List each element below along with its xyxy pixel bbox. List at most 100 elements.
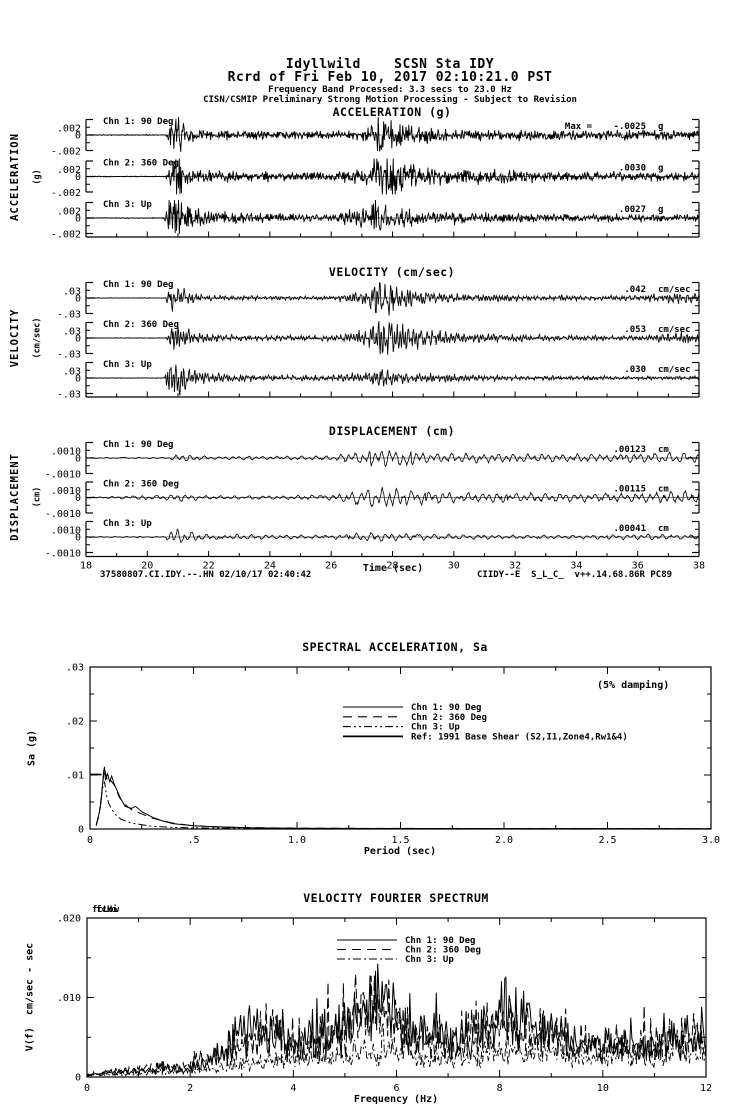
scale-label-zero: 0 xyxy=(75,214,81,225)
max-value: .030 xyxy=(624,365,646,375)
scale-label-top: .002 xyxy=(57,207,81,218)
sa-curve-1 xyxy=(95,768,712,830)
max-unit: cm xyxy=(658,524,669,534)
scale-label-zero: 0 xyxy=(75,374,81,385)
scale-label-zero: 0 xyxy=(75,172,81,183)
sa-xtick-label: 1.0 xyxy=(288,835,306,846)
legend-entry-sa: Chn 3: Up xyxy=(411,723,460,733)
channel-label: Chn 3: Up xyxy=(103,360,152,370)
scale-label-top: .0010 xyxy=(51,486,81,497)
scale-label-zero: 0 xyxy=(75,131,81,142)
fourier-curve-0 xyxy=(86,963,707,1077)
fc-low-marker: fcLow xyxy=(92,905,120,915)
sa-xtick-label: .5 xyxy=(187,835,199,846)
seismic-trace xyxy=(85,116,700,152)
time-tick-label: 22 xyxy=(203,561,215,572)
max-value: .00041 xyxy=(613,524,646,534)
fourier-xtick-label: 4 xyxy=(290,1083,296,1094)
time-tick-label: 32 xyxy=(509,561,521,572)
scale-label-top: .03 xyxy=(63,327,81,338)
channel-label: Chn 2: 360 Deg xyxy=(103,480,179,490)
seismic-trace xyxy=(86,158,700,195)
sa-xtick-label: 2.5 xyxy=(598,835,616,846)
max-unit: cm/sec xyxy=(658,365,691,375)
max-unit: cm/sec xyxy=(658,285,691,295)
scale-label-bottom: -.0010 xyxy=(45,549,81,560)
processing-stamp: CIIDY--E S_L_C_ v++.14.68.86R PC89 xyxy=(477,570,673,580)
fc-hi-marker: fcHi xyxy=(96,904,118,915)
processing-note: CISN/CSMIP Preliminary Strong Motion Pro… xyxy=(203,95,577,105)
legend-entry-sa: Ref: 1991 Base Shear (S2,I1,Zone4,Rw1&4) xyxy=(411,732,628,742)
seismic-trace xyxy=(86,528,700,543)
fourier-xtick-label: 2 xyxy=(187,1083,193,1094)
channel-label: Chn 1: 90 Deg xyxy=(103,117,173,127)
time-tick-label: 20 xyxy=(141,561,153,572)
legend-entry-sa: Chn 2: 360 Deg xyxy=(411,713,487,723)
legend-entry-fourier: Chn 2: 360 Deg xyxy=(405,946,481,956)
time-tick-label: 38 xyxy=(693,561,705,572)
fourier-xtick-label: 8 xyxy=(497,1083,503,1094)
time-axis-label: Time (sec) xyxy=(362,563,424,574)
time-tick-label: 36 xyxy=(632,561,644,572)
plot-frame xyxy=(89,666,712,830)
damping-annotation: (5% damping) xyxy=(597,680,670,691)
max-value: .00123 xyxy=(613,445,646,455)
sa-curve-0 xyxy=(95,766,712,830)
scale-label-bottom: -.03 xyxy=(57,350,81,361)
sa-curve-2 xyxy=(95,781,712,830)
sa-x-axis-label: Period (sec) xyxy=(363,846,437,857)
record-id-stamp: 37580807.CI.IDY.--.HN 02/10/17 02:40:42 xyxy=(100,570,312,580)
record-datetime: Rcrd of Fri Feb 10, 2017 02:10:21.0 PST xyxy=(227,70,553,85)
scale-label-bottom: -.0010 xyxy=(45,509,81,520)
scale-label-bottom: -.03 xyxy=(57,390,81,401)
legend-entry-sa: Chn 1: 90 Deg xyxy=(411,703,481,713)
max-unit: g xyxy=(658,205,663,215)
max-unit: cm xyxy=(658,485,669,495)
max-unit: g xyxy=(658,122,663,132)
seismic-trace xyxy=(86,449,700,468)
channel-label: Chn 2: 360 Deg xyxy=(103,159,179,169)
sa-ytick-label: .02 xyxy=(66,717,84,728)
acceleration-panel-title: ACCELERATION (g) xyxy=(332,105,452,119)
scale-label-zero: 0 xyxy=(75,533,81,544)
time-tick-label: 30 xyxy=(448,561,460,572)
sa-ytick-label: .03 xyxy=(66,663,84,674)
max-value: .0030 xyxy=(619,164,646,174)
seismic-trace xyxy=(86,199,700,235)
fourier-ytick-label: .020 xyxy=(57,914,81,925)
fourier-x-axis-label: Frequency (Hz) xyxy=(353,1094,439,1105)
seismic-trace xyxy=(85,487,700,508)
sa-xtick-label: 0 xyxy=(87,835,93,846)
scale-label-top: .0010 xyxy=(51,526,81,537)
sa-xtick-label: 1.5 xyxy=(391,835,409,846)
max-value: -.0025 xyxy=(613,122,646,132)
max-value: .053 xyxy=(624,325,646,335)
scale-label-bottom: -.002 xyxy=(51,188,81,199)
sa-ytick-label: 0 xyxy=(78,825,84,836)
channel-label: Chn 2: 360 Deg xyxy=(103,320,179,330)
channel-label: Chn 1: 90 Deg xyxy=(103,280,173,290)
scale-label-top: .03 xyxy=(63,287,81,298)
scale-label-zero: 0 xyxy=(75,454,81,465)
sa-xtick-label: 3.0 xyxy=(702,835,720,846)
seismic-trace xyxy=(85,364,700,397)
scale-label-zero: 0 xyxy=(75,294,81,305)
channel-label: Chn 1: 90 Deg xyxy=(103,440,173,450)
time-tick-label: 26 xyxy=(325,561,337,572)
max-value: .00115 xyxy=(613,485,646,495)
fourier-ytick-label: .010 xyxy=(57,993,81,1004)
scale-label-bottom: -.03 xyxy=(57,310,81,321)
scale-label-top: .0010 xyxy=(51,447,81,458)
channel-label: Chn 3: Up xyxy=(103,519,152,529)
max-value: .042 xyxy=(624,285,646,295)
fourier-xtick-label: 12 xyxy=(700,1083,712,1094)
time-tick-label: 34 xyxy=(570,561,582,572)
scale-label-zero: 0 xyxy=(75,493,81,504)
scale-label-bottom: -.0010 xyxy=(45,470,81,481)
seismic-trace xyxy=(85,282,700,316)
sa-chart-title: SPECTRAL ACCELERATION, Sa xyxy=(302,640,488,654)
legend-entry-fourier: Chn 3: Up xyxy=(405,955,454,965)
scale-label-zero: 0 xyxy=(75,334,81,345)
max-value: .0027 xyxy=(619,205,646,215)
